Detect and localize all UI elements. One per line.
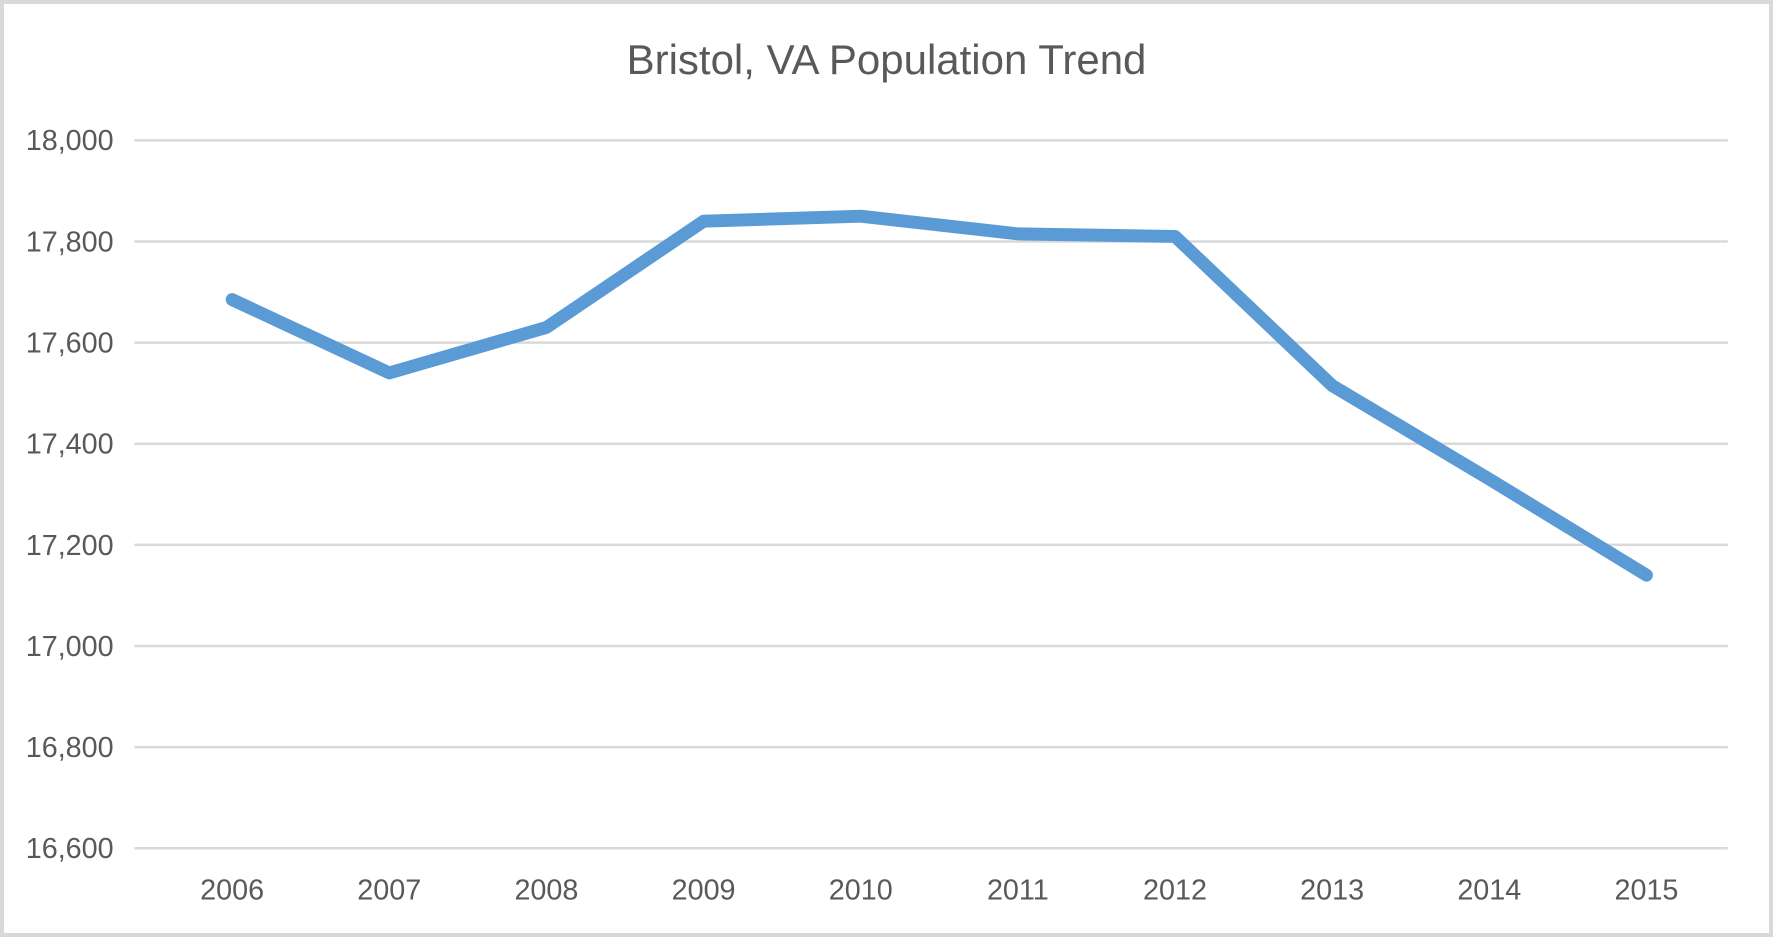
population-line-chart: 16,600 16,800 17,000 17,200 17,400 17,600 17,8… [26, 125, 1728, 906]
x-axis-tick-label: 2010 [829, 874, 893, 906]
y-axis-tick-label: 16,600 [26, 833, 114, 865]
y-axis-tick-label: 16,800 [26, 732, 114, 764]
y-axis-tick-label: 17,000 [26, 631, 114, 663]
y-axis-tick-label: 18,000 [26, 125, 114, 157]
y-axis-tick-label: 17,200 [26, 530, 114, 562]
x-axis-tick-label: 2013 [1300, 874, 1364, 906]
population-trend-line [225, 209, 1653, 582]
x-axis-tick-label: 2015 [1614, 874, 1678, 906]
y-axis-tick-label: 17,800 [26, 226, 114, 258]
x-axis-tick-label: 2008 [514, 874, 578, 906]
y-axis-tick-label: 17,600 [26, 327, 114, 359]
x-axis-tick-label: 2007 [357, 874, 421, 906]
x-axis-tick-label: 2011 [987, 874, 1049, 906]
x-axis-tick-label: 2012 [1143, 874, 1207, 906]
x-axis-tick-label: 2009 [672, 874, 736, 906]
x-axis-tick-label: 2006 [200, 874, 264, 906]
x-axis-tick-label: 2014 [1457, 874, 1521, 906]
y-axis-tick-label: 17,400 [26, 429, 114, 461]
